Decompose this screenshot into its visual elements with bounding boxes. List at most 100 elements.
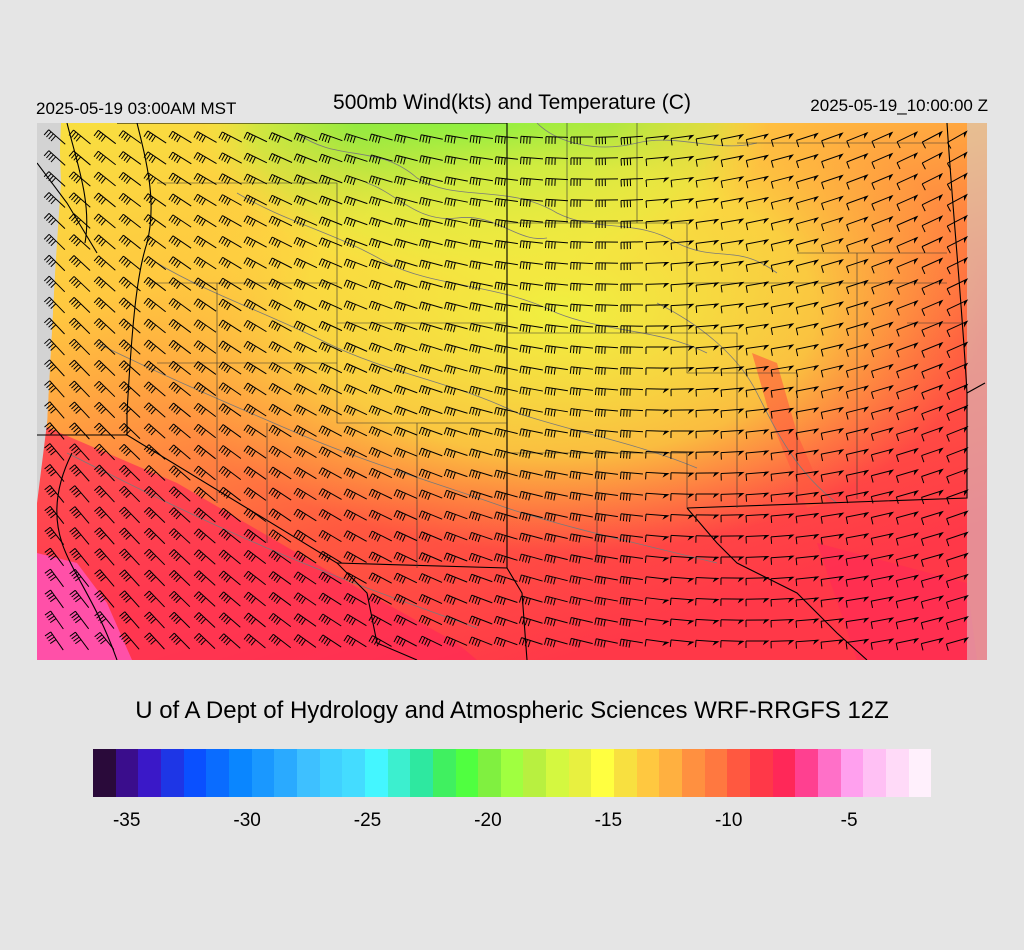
- wind-barb-flag: [50, 156, 57, 163]
- wind-barb-tip: [712, 493, 720, 499]
- wind-barb-flag: [502, 535, 506, 543]
- wind-barb-flag: [218, 173, 223, 181]
- wind-barb: [821, 491, 843, 497]
- wind-barb-flag: [148, 637, 155, 643]
- wind-barb-flag: [477, 493, 481, 501]
- wind-barb: [49, 359, 65, 377]
- wind-barb-flag: [343, 133, 347, 141]
- wind-barb: [846, 575, 868, 581]
- wind-barb-flag: [524, 639, 528, 647]
- wind-barb-flag: [368, 509, 373, 517]
- wind-barb: [871, 554, 893, 560]
- wind-barb-tip: [838, 554, 845, 561]
- wind-barb: [896, 596, 918, 602]
- wind-barb-flag: [871, 308, 875, 316]
- wind-barb-flag: [424, 533, 429, 541]
- wind-barb-flag: [578, 577, 581, 585]
- wind-barb-flag: [43, 275, 50, 282]
- wind-barb-flag: [277, 136, 281, 143]
- wind-barb-flag: [196, 551, 202, 558]
- wind-barb-flag: [499, 534, 503, 542]
- wind-barb-tip: [713, 366, 720, 372]
- wind-barb-flag: [443, 573, 448, 581]
- wind-barb-flag: [552, 619, 556, 627]
- wind-barb: [222, 131, 242, 143]
- wind-barb-flag: [349, 240, 353, 248]
- wind-barb: [546, 470, 568, 476]
- wind-barb-flag: [301, 513, 306, 521]
- wind-barb-flag: [670, 159, 673, 167]
- wind-barb-flag: [268, 466, 274, 474]
- wind-barb: [595, 136, 619, 138]
- wind-barb-flag: [168, 319, 174, 326]
- wind-barb: [871, 406, 893, 414]
- wind-barb-flag: [100, 303, 107, 310]
- wind-barb-tip: [712, 451, 720, 457]
- wind-barb: [546, 324, 568, 328]
- wind-barb-flag: [845, 412, 849, 420]
- wind-barb: [596, 450, 618, 454]
- wind-barb-flag: [246, 447, 251, 454]
- wind-barb-tip: [737, 577, 745, 583]
- wind-barb-flag: [524, 618, 528, 626]
- wind-barb-flag: [221, 300, 226, 307]
- wind-barb-flag: [75, 156, 82, 163]
- wind-barb-flag: [871, 141, 876, 149]
- wind-barb-flag: [302, 136, 306, 144]
- wind-barb: [147, 214, 167, 228]
- wind-barb-flag: [393, 322, 398, 330]
- wind-barb-flag: [528, 262, 531, 270]
- wind-barb-flag: [44, 505, 51, 512]
- wind-barb: [272, 424, 292, 438]
- wind-barb-flag: [44, 422, 51, 428]
- wind-barb-flag: [276, 513, 281, 521]
- wind-barb: [471, 239, 493, 245]
- wind-barb-flag: [544, 261, 547, 269]
- valid-time-utc: 2025-05-19_10:00:00 Z: [810, 96, 988, 115]
- wind-barb: [645, 430, 669, 432]
- wind-barb-flag: [503, 325, 506, 333]
- wind-barb-flag: [444, 323, 447, 331]
- wind-barb: [821, 407, 843, 413]
- wind-barb-flag: [243, 591, 249, 598]
- wind-barb-tip: [712, 387, 720, 394]
- wind-barb-flag: [121, 236, 127, 243]
- wind-barb-flag: [50, 576, 57, 582]
- wind-barb: [645, 409, 669, 411]
- wind-barb-flag: [745, 202, 749, 210]
- wind-barb: [297, 383, 317, 395]
- wind-barb: [272, 487, 292, 501]
- wind-barb-flag: [896, 308, 900, 316]
- wind-barb: [73, 255, 91, 271]
- wind-barb-flag: [401, 556, 406, 563]
- wind-barb-flag: [46, 571, 53, 577]
- wind-barb-flag: [947, 142, 952, 149]
- wind-barb-flag: [579, 304, 581, 312]
- wind-barb-flag: [921, 392, 925, 400]
- wind-barb: [471, 636, 493, 646]
- wind-barb: [296, 278, 318, 290]
- wind-barb-tip: [938, 531, 944, 539]
- wind-barb-tip: [662, 325, 670, 331]
- wind-barb-flag: [148, 448, 154, 455]
- wind-barb-flag: [168, 360, 174, 368]
- wind-barb-flag: [148, 490, 154, 497]
- wind-barb: [496, 448, 518, 456]
- wind-barb-flag: [601, 367, 603, 375]
- wind-barb: [372, 593, 392, 605]
- wind-barb: [198, 528, 216, 544]
- wind-barb-flag: [896, 392, 900, 400]
- wind-barb-flag: [550, 283, 553, 291]
- wind-barb-flag: [371, 490, 376, 498]
- wind-barb-flag: [497, 198, 500, 206]
- wind-barb: [123, 506, 141, 524]
- wind-barb-flag: [921, 497, 925, 505]
- wind-barb-flag: [93, 255, 100, 262]
- wind-barb-tip: [663, 177, 670, 183]
- wind-barb-flag: [50, 492, 57, 498]
- wind-barb-flag: [544, 428, 547, 437]
- wind-barb-flag: [201, 261, 206, 269]
- wind-barb-flag: [293, 341, 298, 349]
- wind-barb-flag: [73, 259, 79, 266]
- wind-barb-tip: [713, 218, 720, 225]
